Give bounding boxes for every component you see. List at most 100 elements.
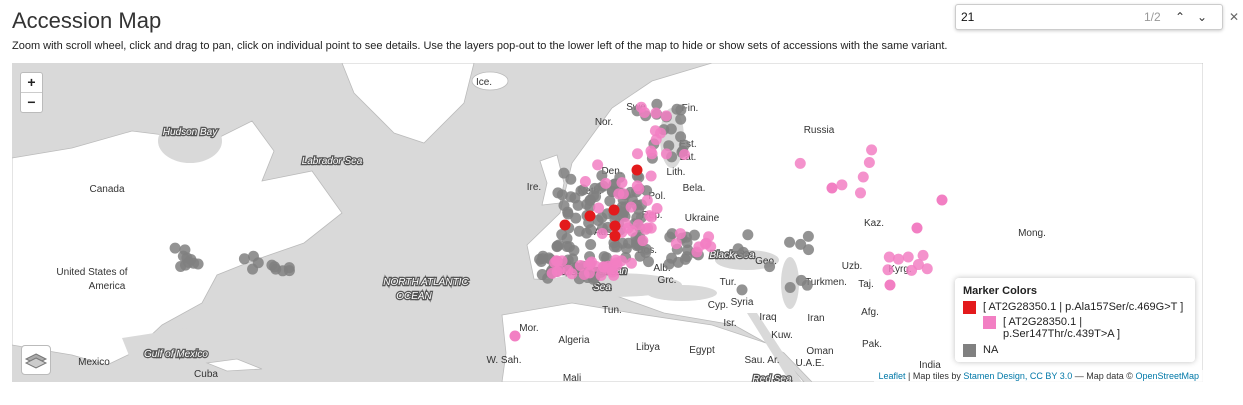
accession-marker[interactable] (643, 256, 655, 268)
accession-marker[interactable] (660, 110, 672, 122)
map[interactable]: Ice.SweFin.Nor.RussiaEst.Lat.Lith.Den.Ir… (12, 63, 1203, 382)
accession-marker[interactable] (183, 256, 195, 268)
attribution-link[interactable]: Stamen Design, CC BY 3.0 (963, 371, 1073, 381)
accession-marker[interactable] (596, 228, 608, 240)
accession-marker[interactable] (651, 202, 663, 214)
accession-marker[interactable] (675, 104, 687, 116)
accession-marker[interactable] (764, 261, 776, 273)
accession-marker[interactable] (558, 167, 570, 179)
accession-marker[interactable] (585, 239, 597, 251)
accession-marker[interactable] (625, 257, 637, 269)
attribution-link[interactable]: OpenStreetMap (1135, 371, 1199, 381)
accession-marker[interactable] (651, 98, 663, 110)
accession-marker[interactable] (801, 279, 813, 291)
accession-marker[interactable] (641, 194, 653, 206)
accession-marker[interactable] (857, 171, 869, 183)
accession-marker[interactable] (736, 284, 748, 296)
accession-marker[interactable] (593, 202, 605, 214)
accession-marker[interactable] (632, 219, 644, 231)
accession-marker[interactable] (803, 244, 815, 256)
accession-marker[interactable] (635, 101, 647, 113)
accession-marker[interactable] (569, 192, 581, 204)
accession-marker[interactable] (884, 279, 896, 291)
accession-marker[interactable] (678, 139, 690, 151)
accession-marker[interactable] (611, 259, 623, 271)
accession-marker[interactable] (579, 176, 591, 188)
accession-marker[interactable] (596, 212, 608, 224)
accession-marker[interactable] (936, 194, 948, 206)
accession-marker[interactable] (625, 201, 637, 213)
accession-marker[interactable] (601, 252, 613, 264)
accession-marker[interactable] (597, 261, 609, 273)
accession-marker[interactable] (911, 222, 923, 234)
accession-marker[interactable] (552, 187, 564, 199)
accession-marker[interactable] (645, 170, 657, 182)
accession-marker[interactable] (670, 238, 682, 250)
accession-marker[interactable] (633, 183, 645, 195)
layers-button[interactable] (21, 345, 51, 375)
accession-marker[interactable] (866, 144, 878, 156)
accession-marker[interactable] (592, 159, 604, 171)
accession-marker[interactable] (556, 229, 568, 241)
accession-marker[interactable] (902, 251, 914, 263)
accession-marker[interactable] (595, 269, 607, 281)
find-prev[interactable]: ⌃ (1174, 10, 1186, 24)
accession-marker[interactable] (631, 164, 643, 176)
accession-marker[interactable] (795, 238, 807, 250)
accession-marker[interactable] (574, 260, 586, 272)
accession-marker[interactable] (679, 253, 691, 265)
accession-marker[interactable] (238, 253, 250, 265)
accession-marker[interactable] (169, 242, 181, 254)
accession-marker[interactable] (608, 204, 620, 216)
accession-marker[interactable] (581, 198, 593, 210)
accession-marker[interactable] (549, 257, 561, 269)
accession-marker[interactable] (682, 244, 694, 256)
accession-marker[interactable] (570, 212, 582, 224)
accession-marker[interactable] (509, 330, 521, 342)
accession-marker[interactable] (650, 134, 662, 146)
accession-marker[interactable] (566, 268, 578, 280)
zoom-in[interactable]: + (27, 74, 36, 90)
accession-marker[interactable] (247, 250, 259, 262)
accession-marker[interactable] (674, 228, 686, 240)
accession-marker[interactable] (863, 157, 875, 169)
accession-marker[interactable] (561, 241, 573, 253)
accession-marker[interactable] (546, 267, 558, 279)
accession-marker[interactable] (921, 263, 933, 275)
accession-marker[interactable] (660, 148, 672, 160)
attribution-link[interactable]: Leaflet (878, 371, 906, 381)
accession-marker[interactable] (616, 177, 628, 189)
accession-marker[interactable] (269, 261, 281, 273)
accession-marker[interactable] (802, 230, 814, 242)
accession-marker[interactable] (609, 220, 621, 232)
accession-marker[interactable] (854, 187, 866, 199)
accession-marker[interactable] (634, 250, 646, 262)
zoom-out[interactable]: − (21, 92, 42, 112)
accession-marker[interactable] (604, 195, 616, 207)
accession-marker[interactable] (665, 123, 677, 135)
find-close[interactable]: ✕ (1228, 10, 1240, 24)
accession-marker[interactable] (620, 243, 632, 255)
accession-marker[interactable] (883, 251, 895, 263)
accession-marker[interactable] (578, 269, 590, 281)
accession-marker[interactable] (650, 107, 662, 119)
accession-marker[interactable] (693, 241, 705, 253)
accession-marker[interactable] (836, 179, 848, 191)
accession-marker[interactable] (616, 201, 628, 213)
accession-marker[interactable] (644, 210, 656, 222)
accession-marker[interactable] (617, 188, 629, 200)
accession-marker[interactable] (619, 217, 631, 229)
accession-marker[interactable] (742, 229, 754, 241)
accession-marker[interactable] (559, 219, 571, 231)
accession-marker[interactable] (917, 249, 929, 261)
accession-marker[interactable] (666, 252, 678, 264)
accession-marker[interactable] (737, 246, 749, 258)
accession-marker[interactable] (675, 113, 687, 125)
find-query[interactable]: 21 (961, 10, 975, 24)
accession-marker[interactable] (826, 182, 838, 194)
accession-marker[interactable] (882, 264, 894, 276)
accession-marker[interactable] (573, 225, 585, 237)
accession-marker[interactable] (600, 177, 612, 189)
accession-marker[interactable] (609, 230, 621, 242)
accession-marker[interactable] (645, 222, 657, 234)
